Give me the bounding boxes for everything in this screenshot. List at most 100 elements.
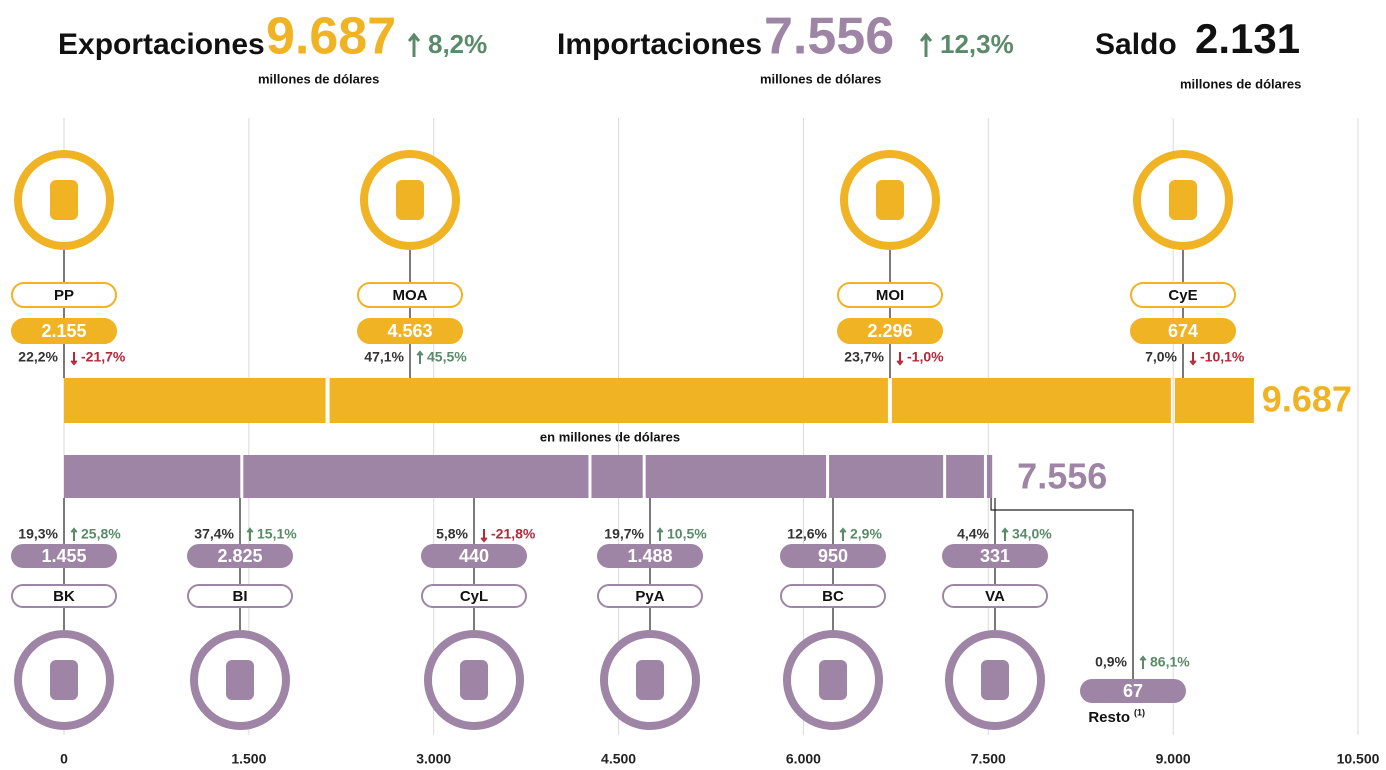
change-label: 86,1% [1150,654,1190,670]
change-arrow [407,32,421,57]
segment-name: Resto [1088,709,1130,726]
segment-name-pill [187,584,293,608]
x-tick-label: 9.000 [1156,751,1191,767]
icon [636,660,664,700]
icon [226,660,254,700]
segment-name: PP [54,287,74,304]
share-label: 22,2% [18,349,58,365]
icon [1169,180,1197,220]
imports-value: 7.556 [764,8,894,66]
segment-value-pill [837,318,943,344]
segment-name: CyL [460,588,488,605]
segment-name-pill [11,584,117,608]
share-label: 7,0% [1145,349,1177,365]
x-tick-label: 7.500 [971,751,1006,767]
change-arrow [839,527,847,541]
bar-segment [946,455,984,498]
imports-change: 12,3% [940,29,1014,59]
change-label: 25,8% [81,526,121,542]
exports-value: 9.687 [266,8,396,66]
bar-segment [591,455,643,498]
segment-value: 4.563 [387,321,432,341]
bar-segment [64,455,241,498]
change-arrow [896,352,904,366]
bar-segment [986,455,993,498]
segment-name-pill [597,584,703,608]
share-label: 47,1% [364,349,404,365]
segment-name-pill [11,282,117,308]
icon [819,660,847,700]
segment-value: 67 [1123,681,1143,701]
segment-name: MOA [393,287,428,304]
change-label: 15,1% [257,526,297,542]
exports-change: 8,2% [428,29,487,59]
x-tick-label: 1.500 [231,751,266,767]
change-arrow [656,527,664,541]
segment-name: VA [985,588,1005,605]
segment-value-pill [187,544,293,568]
change-arrow [480,529,488,543]
segment-name: PyA [635,588,664,605]
segment-value-pill [780,544,886,568]
exports-label: Exportaciones [58,28,265,61]
segment-value: 674 [1168,321,1198,341]
bar-segment [645,455,827,498]
segment-value: 331 [980,546,1010,566]
change-arrow [1139,655,1147,669]
segment-name-pill [780,584,886,608]
share-label: 19,7% [604,526,644,542]
change-label: 34,0% [1012,526,1052,542]
change-arrow [416,350,424,364]
exports-unit: millones de dólares [258,71,379,86]
change-arrow [70,527,78,541]
balance-unit: millones de dólares [1180,76,1301,91]
share-label: 37,4% [194,526,234,542]
segment-name-pill [942,584,1048,608]
share-label: 23,7% [844,349,884,365]
segment-value: 2.155 [41,321,86,341]
bar-segment [891,378,1171,423]
segment-name: BK [53,588,75,605]
bar-segment [829,455,944,498]
axis-label: en millones de dólares [540,429,680,444]
change-arrow [1189,352,1197,366]
share-label: 0,9% [1095,654,1127,670]
bar-segment [243,455,589,498]
segment-name-pill [837,282,943,308]
bar-segment [329,378,888,423]
balance-value: 2.131 [1195,15,1300,62]
segment-value: 950 [818,546,848,566]
change-arrow [246,527,254,541]
change-label: -21,8% [491,526,536,542]
bar-segment [1174,378,1254,423]
segment-value-pill [942,544,1048,568]
total-label: 9.687 [1262,379,1352,420]
segment-name-pill [421,584,527,608]
icon [981,660,1009,700]
change-arrow [70,352,78,366]
segment-name: BC [822,588,844,605]
segment-name: BI [233,588,248,605]
change-label: 10,5% [667,526,707,542]
share-label: 5,8% [436,526,468,542]
segment-name: CyE [1168,287,1197,304]
share-label: 19,3% [18,526,58,542]
change-label: 45,5% [427,349,467,365]
share-label: 12,6% [787,526,827,542]
x-tick-label: 4.500 [601,751,636,767]
icon [50,660,78,700]
change-label: -21,7% [81,349,126,365]
segment-value-pill [597,544,703,568]
segment-name: MOI [876,287,904,304]
segment-value-pill [11,544,117,568]
x-tick-label: 10.500 [1337,751,1380,767]
change-label: -1,0% [907,349,944,365]
segment-value: 1.455 [41,546,86,566]
segment-value: 440 [459,546,489,566]
bar-segment [64,378,326,423]
imports-unit: millones de dólares [760,71,881,86]
imports-label: Importaciones [557,28,762,61]
change-arrow [1001,527,1009,541]
segment-name-pill [1130,282,1236,308]
segment-value-pill [1130,318,1236,344]
